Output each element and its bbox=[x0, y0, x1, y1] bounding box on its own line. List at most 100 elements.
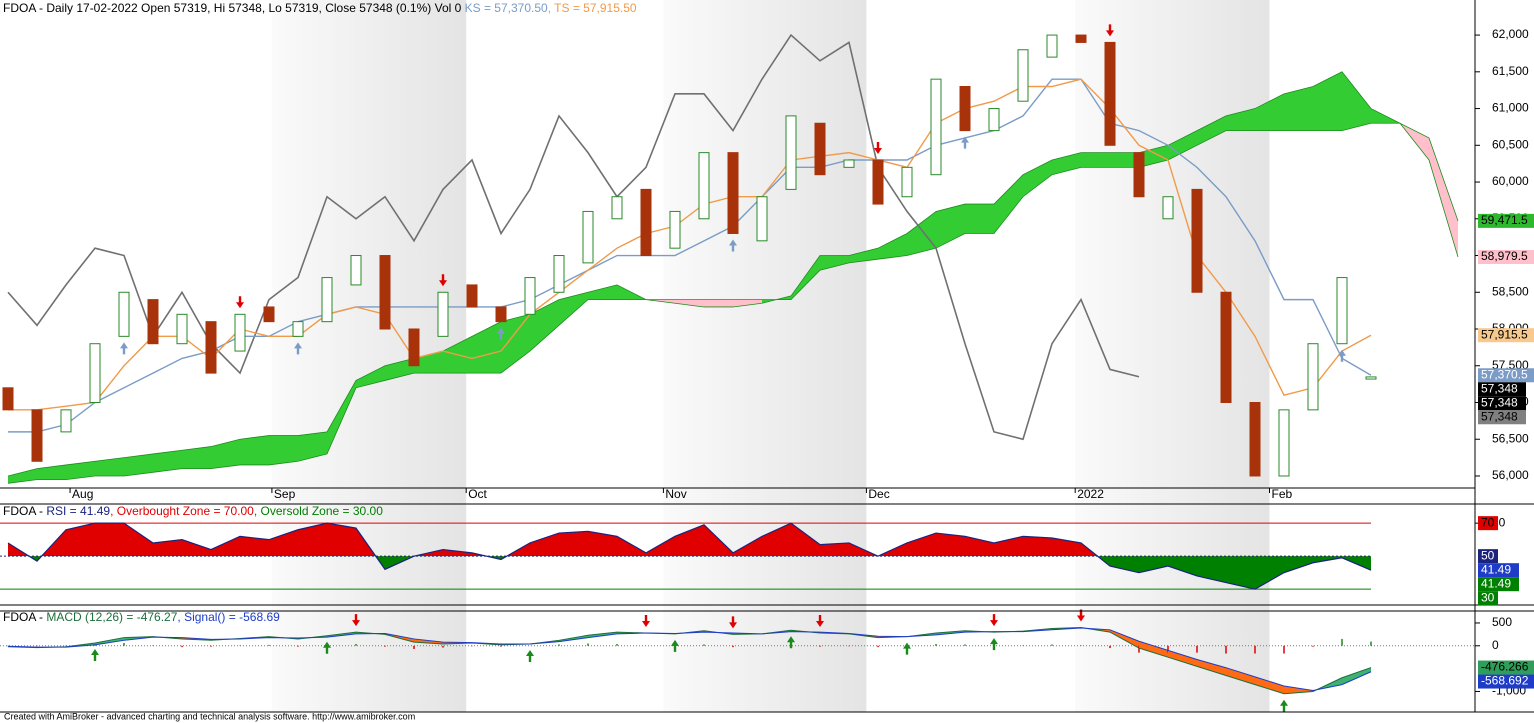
candle bbox=[408, 328, 420, 367]
candle bbox=[495, 306, 507, 323]
value-tag-label: 41.49 bbox=[1481, 576, 1511, 590]
candle bbox=[785, 115, 797, 190]
candle bbox=[1017, 49, 1029, 102]
value-tag-label: 57,348 bbox=[1481, 381, 1518, 395]
cloud bbox=[1342, 71, 1371, 131]
x-tick-label: Oct bbox=[468, 487, 487, 501]
title-part: FDOA - bbox=[3, 504, 46, 518]
cloud bbox=[472, 321, 501, 374]
candle bbox=[176, 313, 188, 345]
cloud bbox=[1023, 159, 1052, 197]
y-tick-label: 58,500 bbox=[1492, 284, 1529, 298]
value-tag-label: -568.692 bbox=[1481, 674, 1529, 688]
buy-arrow bbox=[990, 638, 998, 651]
sell-arrow bbox=[816, 615, 824, 628]
title-part: FDOA - bbox=[3, 610, 46, 624]
candle bbox=[205, 321, 217, 374]
candle bbox=[31, 409, 43, 462]
cloud bbox=[8, 468, 37, 484]
buy-arrow bbox=[120, 342, 128, 355]
candle bbox=[698, 152, 710, 220]
candle bbox=[118, 291, 130, 337]
title-part: KS = 57,370.50 bbox=[465, 1, 548, 15]
cloud bbox=[385, 358, 414, 381]
cloud bbox=[66, 461, 95, 480]
value-tag bbox=[1478, 563, 1519, 578]
cloud bbox=[1429, 137, 1458, 258]
candle bbox=[959, 86, 971, 132]
value-tag-label: 59,471.5 bbox=[1481, 213, 1528, 227]
value-tag-label: 57,348 bbox=[1481, 409, 1518, 423]
value-tag-label: 57,348 bbox=[1481, 395, 1518, 409]
chikou-line bbox=[7, 33, 1140, 441]
cloud bbox=[675, 299, 704, 307]
x-tick-label: Feb bbox=[1272, 487, 1293, 501]
cloud bbox=[211, 439, 240, 469]
value-tag-label: 70 bbox=[1481, 515, 1495, 529]
cloud bbox=[559, 292, 588, 326]
cloud bbox=[37, 464, 66, 480]
sell-arrow bbox=[729, 616, 737, 629]
buy-arrow bbox=[497, 327, 505, 340]
candle bbox=[524, 277, 536, 315]
cloud bbox=[994, 174, 1023, 234]
candle bbox=[930, 78, 942, 176]
value-tag-label: 58,979.5 bbox=[1481, 249, 1528, 263]
cloud bbox=[530, 299, 559, 352]
cloud bbox=[965, 204, 994, 234]
candle bbox=[582, 210, 594, 264]
cloud bbox=[501, 314, 530, 374]
value-tag bbox=[1478, 660, 1534, 675]
candle bbox=[901, 166, 913, 198]
macd-ribbon bbox=[1226, 667, 1255, 685]
candle bbox=[89, 343, 101, 403]
candle bbox=[1249, 401, 1261, 477]
buy-arrow bbox=[961, 136, 969, 149]
candle bbox=[814, 122, 826, 176]
sell-arrow bbox=[642, 615, 650, 628]
sell-arrow bbox=[1106, 24, 1114, 37]
rsi-line bbox=[7, 522, 1372, 590]
cloud bbox=[182, 446, 211, 469]
title-part: , Signal() = -568.69 bbox=[177, 610, 280, 624]
x-tick-label: Nov bbox=[665, 487, 686, 501]
y-tick-label: 62,000 bbox=[1492, 27, 1529, 41]
cloud bbox=[1168, 130, 1197, 160]
candle bbox=[292, 321, 304, 337]
sell-arrow bbox=[439, 274, 447, 287]
candle bbox=[553, 255, 565, 293]
candle bbox=[60, 409, 72, 433]
value-tag-label: 50 bbox=[1481, 548, 1495, 562]
candle bbox=[379, 255, 391, 330]
cloud bbox=[878, 233, 907, 260]
cloud bbox=[1284, 86, 1313, 131]
cloud bbox=[588, 284, 617, 300]
span-b-line bbox=[7, 122, 1459, 484]
candle bbox=[350, 255, 362, 286]
title-part: FDOA - Daily 17-02-2022 Open 57319, Hi 5… bbox=[3, 1, 465, 15]
panel-title: FDOA - MACD (12,26) = -476.27, Signal() … bbox=[3, 610, 280, 624]
candle bbox=[1278, 409, 1290, 477]
value-tag bbox=[1478, 213, 1534, 228]
footer: Created with AmiBroker - advanced charti… bbox=[4, 711, 415, 721]
cloud bbox=[1197, 115, 1226, 146]
cloud bbox=[327, 380, 356, 454]
value-tag-label: -476.266 bbox=[1481, 660, 1529, 674]
buy-arrow bbox=[294, 342, 302, 355]
buy-arrow bbox=[526, 649, 534, 662]
candle bbox=[2, 387, 14, 411]
candle bbox=[437, 291, 449, 337]
value-tag bbox=[1478, 368, 1534, 383]
cloud bbox=[1255, 93, 1284, 131]
candle bbox=[1220, 291, 1232, 403]
candle bbox=[669, 210, 681, 249]
value-tag bbox=[1478, 396, 1526, 411]
panel-title: FDOA - Daily 17-02-2022 Open 57319, Hi 5… bbox=[3, 1, 637, 15]
title-part: , Oversold Zone = 30.00 bbox=[254, 504, 383, 518]
macd-ribbon bbox=[1255, 676, 1284, 694]
candle bbox=[872, 159, 884, 205]
value-tag-label: 57,370.5 bbox=[1481, 367, 1528, 381]
title-part: MACD (12,26) = -476.27 bbox=[46, 610, 177, 624]
value-tag-label: 41.49 bbox=[1481, 562, 1511, 576]
x-tick-label: Aug bbox=[72, 487, 93, 501]
